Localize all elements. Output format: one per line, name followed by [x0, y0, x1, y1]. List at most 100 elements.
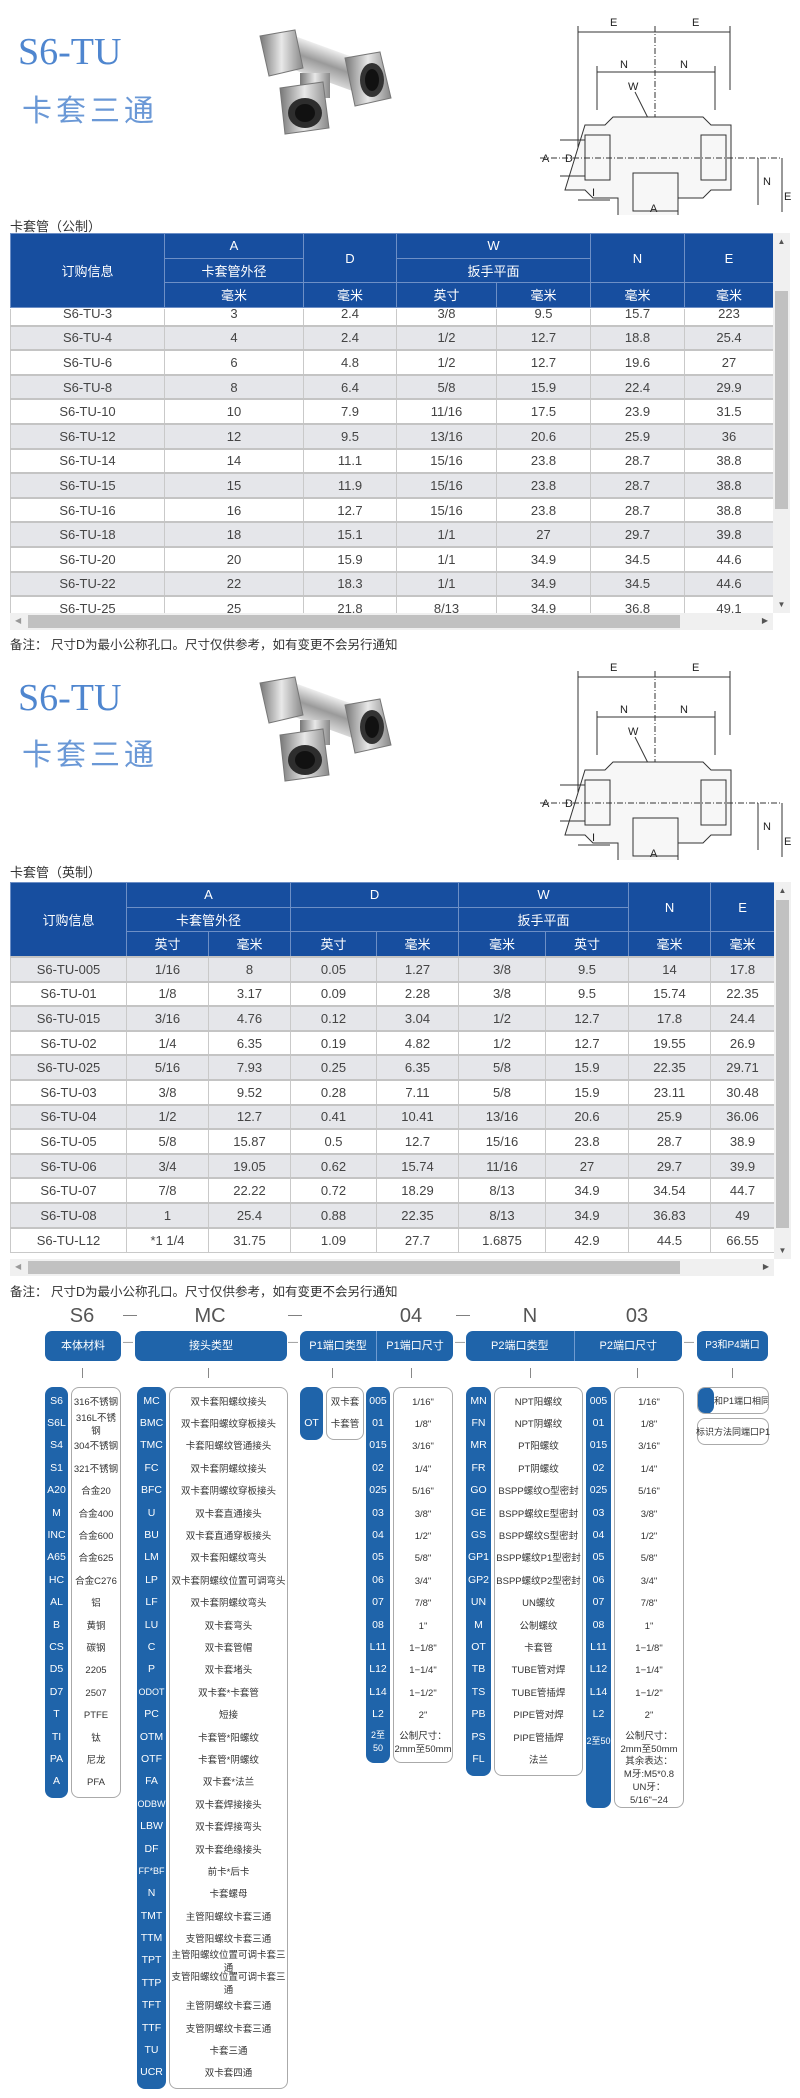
code-description: 双卡套阴螺纹接头	[190, 1463, 267, 1475]
code-description: 双卡套阳螺纹接头	[190, 1396, 267, 1408]
table-row[interactable]: S6-TU-06 3/4 19.05 0.62 15.74 11/16 27 29.7 39.9	[10, 1152, 774, 1179]
scroll-left-arrow-icon[interactable]: ◀	[15, 616, 22, 625]
code-item: 2至50	[586, 1736, 611, 1747]
table-row[interactable]: S6-TU-08 1 25.4 0.88 22.35 8/13 34.9 36.83 49	[10, 1201, 774, 1229]
value-cell: 15.7	[590, 309, 685, 327]
p34-same-text: 和P1端口相同	[714, 1396, 769, 1406]
code-description: BSPP螺纹O型密封	[498, 1486, 579, 1498]
table-row[interactable]: S6-TU-4 4 2.4 1/2 12.7 18.8 25.4	[10, 324, 773, 351]
value-cell: 1/8	[126, 980, 209, 1007]
code-item: 07	[592, 1596, 605, 1609]
value-cell: 22	[164, 570, 304, 597]
code-item: 08	[592, 1618, 605, 1631]
code-item: D5	[49, 1663, 64, 1676]
table-row[interactable]: S6-TU-01 1/8 3.17 0.09 2.28 3/8 9.5 15.74 22.35	[10, 980, 774, 1007]
value-cell: 36.8	[590, 595, 685, 613]
code-description: 双卡套四通	[204, 2068, 253, 2080]
table-row[interactable]: S6-TU-8 8 6.4 5/8 15.9 22.4 29.9	[10, 373, 773, 400]
code-description: 5/16"	[638, 1486, 660, 1498]
table-row[interactable]: S6-TU-L12 *1 1/4 31.75 1.09 27.7 1.6875 42.9 44…	[10, 1226, 774, 1253]
order-code-cell: S6-TU-15	[10, 472, 165, 499]
table-row[interactable]: S6-TU-015 3/16 4.76 0.12 3.04 1/2 12.7 17.8 24.4	[10, 1005, 774, 1032]
code-description: BSPP螺纹S型密封	[498, 1531, 579, 1543]
code-description: 双卡套阳螺纹穿板接头	[180, 1419, 276, 1431]
label-w: W	[628, 81, 639, 93]
table-row[interactable]: S6-TU-15 15 11.9 15/16 23.8 28.7 38.8	[10, 472, 773, 499]
scroll-up-arrow-icon[interactable]: ▲	[778, 886, 787, 895]
value-cell: 9.5	[496, 309, 591, 327]
table-row[interactable]: S6-TU-05 5/8 15.87 0.5 12.7 15/16 23.8 28.7 38.9	[10, 1128, 774, 1155]
value-cell: 6.4	[303, 373, 397, 400]
value-cell: 1/1	[396, 521, 497, 548]
table-row[interactable]: S6-TU-22 22 18.3 1/1 34.9 34.5 44.6	[10, 570, 773, 597]
table-row[interactable]: S6-TU-03 3/8 9.52 0.28 7.11 5/8 15.9 23.11 30.48	[10, 1078, 774, 1106]
code-description: 双卡套*卡套管	[198, 1687, 259, 1699]
scroll-down-arrow-icon[interactable]: ▼	[777, 600, 786, 609]
code-description: 黄铜	[86, 1620, 106, 1632]
table-row[interactable]: S6-TU-25 25 21.8 8/13 34.9 36.8 49.1	[10, 595, 773, 613]
imperial-horizontal-scrollbar[interactable]: ◀ ▶	[10, 1259, 774, 1276]
code-column: 005 01 015 02 025 03 04 05 06 07 08 L11 L12 L14 L2 2至50	[586, 1387, 611, 1808]
value-cell: 20	[164, 545, 304, 573]
label-n: N	[763, 176, 771, 188]
code-description: 双卡套管帽	[204, 1642, 253, 1654]
value-cell: 19.55	[628, 1029, 711, 1056]
table-row[interactable]: S6-TU-16 16 12.7 15/16 23.8 28.7 38.8	[10, 496, 773, 523]
metric-vertical-scrollbar[interactable]: ▲ ▼	[773, 233, 790, 613]
value-cell: 0.62	[290, 1152, 377, 1179]
value-cell: 29.71	[710, 1054, 774, 1081]
value-cell: 5/8	[458, 1078, 546, 1106]
code-item: LP	[145, 1573, 158, 1586]
scroll-down-arrow-icon[interactable]: ▼	[778, 1246, 787, 1255]
value-cell: 36.83	[628, 1201, 711, 1229]
label-i: I	[592, 832, 595, 844]
code-item: 04	[592, 1529, 605, 1542]
code-description: 卡套管*阳螺纹	[198, 1732, 259, 1744]
scroll-right-arrow-icon[interactable]: ▶	[761, 616, 768, 625]
table-row[interactable]: S6-TU-6 6 4.8 1/2 12.7 19.6 27	[10, 349, 773, 376]
table-row[interactable]: S6-TU-3 3 2.4 3/8 9.5 15.7 223	[10, 309, 773, 327]
value-cell: 38.8	[684, 496, 773, 523]
separator: —	[123, 1306, 137, 1322]
value-cell: 15/16	[396, 496, 497, 523]
imperial-vertical-scrollbar[interactable]: ▲ ▼	[774, 882, 791, 1259]
code-item: M	[474, 1618, 483, 1631]
metric-horizontal-scrollbar[interactable]: ◀ ▶	[10, 613, 773, 630]
value-cell: 15.9	[545, 1078, 629, 1106]
code-description: UN螺纹	[522, 1598, 555, 1610]
value-cell: 0.05	[290, 956, 377, 983]
product-name-subtitle-2: 卡套三通	[22, 738, 158, 773]
table-row[interactable]: S6-TU-025 5/16 7.93 0.25 6.35 5/8 15.9 22.35 29.…	[10, 1054, 774, 1081]
table-row[interactable]: S6-TU-12 12 9.5 13/16 20.6 25.9 36	[10, 422, 773, 450]
table-row[interactable]: S6-TU-10 10 7.9 11/16 17.5 23.9 31.5	[10, 398, 773, 425]
metric-table-body[interactable]: S6-TU-3 3 2.4 3/8 9.5 15.7 223 S6-TU-4 4 2.4 1/2 12…	[10, 309, 773, 613]
code-item: TB	[471, 1663, 486, 1676]
table-row[interactable]: S6-TU-07 7/8 22.22 0.72 18.29 8/13 34.9 34.54 44…	[10, 1177, 774, 1204]
table-row[interactable]: S6-TU-14 14 11.1 15/16 23.8 28.7 38.8	[10, 447, 773, 474]
code-item: GP1	[467, 1551, 489, 1564]
table-row[interactable]: S6-TU-18 18 15.1 1/1 27 29.7 39.8	[10, 521, 773, 548]
imperial-table-body[interactable]: S6-TU-005 1/16 8 0.05 1.27 3/8 9.5 14 17.8 S6-TU-…	[10, 956, 774, 1259]
scrollbar-thumb[interactable]	[776, 900, 789, 1228]
table-row[interactable]: S6-TU-04 1/2 12.7 0.41 10.41 13/16 20.6 25.9 36.…	[10, 1103, 774, 1130]
scrollbar-thumb[interactable]	[28, 615, 680, 628]
code-item: DF	[144, 1842, 159, 1855]
order-code-cell: S6-TU-3	[10, 309, 165, 327]
table-row[interactable]: S6-TU-005 1/16 8 0.05 1.27 3/8 9.5 14 17.8	[10, 956, 774, 983]
value-cell: 1/2	[458, 1005, 546, 1032]
table-row[interactable]: S6-TU-20 20 15.9 1/1 34.9 34.5 44.6	[10, 545, 773, 573]
p2-size-code-list: 005 01 015 02 025 03 04 05 06 07 08 L11 L12 L14 L2 2至50…	[586, 1387, 684, 1808]
code-description: 双卡套阳螺纹弯头	[190, 1553, 267, 1565]
description-column: 双卡套 卡套管	[326, 1387, 364, 1440]
value-cell: 18.8	[590, 324, 685, 351]
description-column: 1/16" 1/8" 3/16" 1/4" 5/16" 3/8" 1/2" 5/8" 3/4" 7…	[393, 1387, 453, 1763]
example-code-material: S6	[69, 1305, 95, 1327]
scrollbar-thumb[interactable]	[28, 1261, 680, 1274]
table-row[interactable]: S6-TU-02 1/4 6.35 0.19 4.82 1/2 12.7 19.55 26.9	[10, 1029, 774, 1056]
scroll-left-arrow-icon[interactable]: ◀	[15, 1262, 22, 1271]
code-description: 1/2"	[640, 1531, 658, 1543]
scrollbar-thumb[interactable]	[775, 291, 788, 509]
code-item: 04	[372, 1529, 384, 1542]
scroll-up-arrow-icon[interactable]: ▲	[777, 237, 786, 246]
scroll-right-arrow-icon[interactable]: ▶	[762, 1262, 769, 1271]
